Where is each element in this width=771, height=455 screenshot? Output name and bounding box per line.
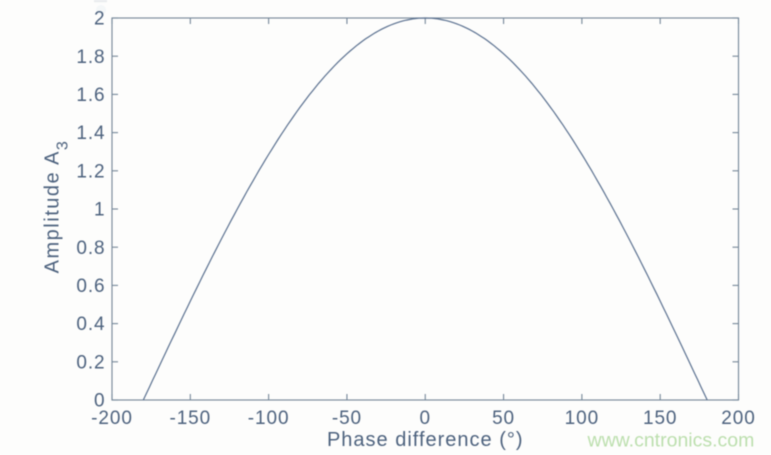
svg-text:200: 200 [721, 408, 755, 429]
svg-text:-150: -150 [169, 408, 211, 429]
svg-text:0: 0 [94, 391, 105, 412]
svg-text:0.4: 0.4 [76, 314, 105, 335]
svg-text:Phase difference (°): Phase difference (°) [327, 429, 524, 451]
svg-text:50: 50 [492, 408, 515, 429]
svg-text:1.4: 1.4 [76, 123, 105, 144]
svg-text:1.2: 1.2 [76, 161, 105, 182]
svg-text:1.6: 1.6 [76, 85, 105, 106]
svg-text:0.6: 0.6 [76, 276, 105, 297]
svg-text:1: 1 [94, 200, 105, 221]
svg-text:150: 150 [643, 408, 677, 429]
svg-text:1.8: 1.8 [76, 47, 105, 68]
svg-text:2: 2 [94, 9, 105, 30]
svg-text:0: 0 [420, 408, 431, 429]
svg-text:0.8: 0.8 [76, 238, 105, 259]
svg-text:0.2: 0.2 [76, 352, 105, 373]
svg-text:www.cntronics.com: www.cntronics.com [587, 430, 755, 452]
svg-text:-100: -100 [248, 408, 290, 429]
svg-text:-50: -50 [332, 408, 362, 429]
svg-text:100: 100 [565, 408, 599, 429]
svg-text:-200: -200 [91, 408, 133, 429]
